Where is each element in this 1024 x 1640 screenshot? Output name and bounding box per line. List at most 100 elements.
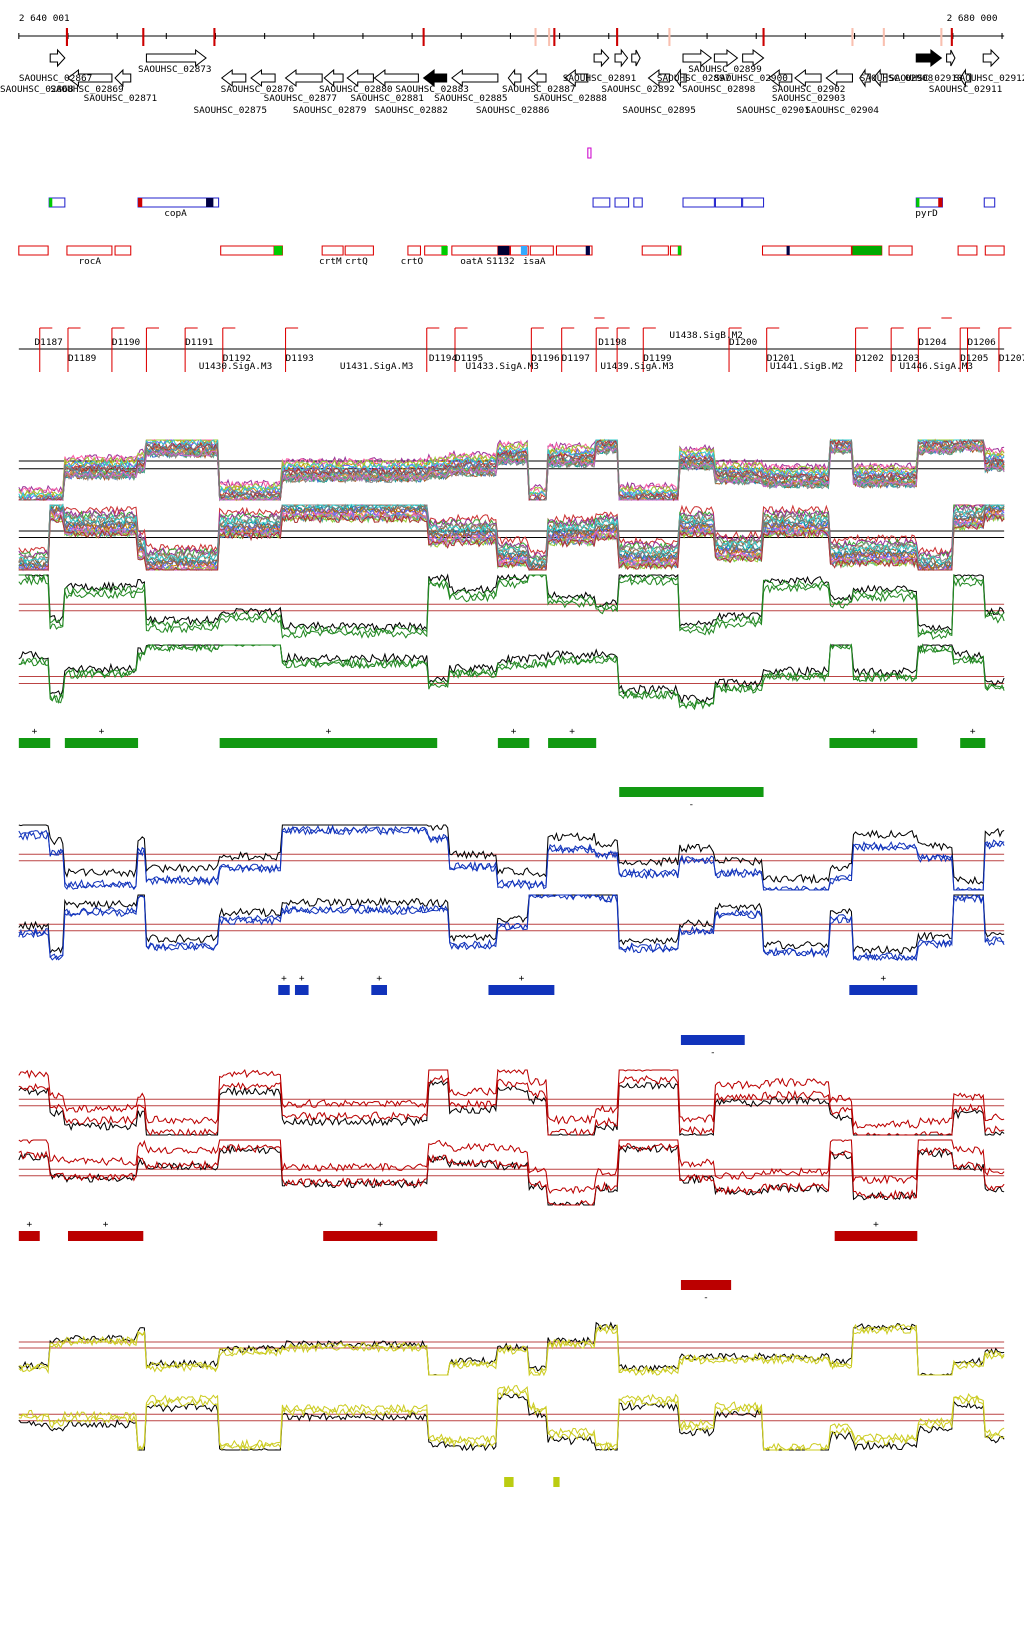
gene-arrow <box>767 68 793 88</box>
bar-plus <box>834 1231 918 1241</box>
promoter-label: U1438.SigB.M2 <box>669 330 743 341</box>
gene-arrow <box>220 68 247 88</box>
gene-label: SAOUHSC_02910 <box>889 73 963 84</box>
region-label: D1200 <box>729 337 757 348</box>
gene-arrow <box>507 68 522 88</box>
feature-label: crtQ <box>345 256 368 267</box>
promoter-label: U1446.SigA.M3 <box>900 361 974 372</box>
strand-sign: + <box>569 726 575 737</box>
signal-line <box>18 1325 1005 1377</box>
bar-plus <box>371 985 388 995</box>
feature-label: isaA <box>523 256 546 267</box>
feature-fill <box>274 246 283 255</box>
region-label: D1206 <box>968 337 996 348</box>
region-label: D1191 <box>185 337 213 348</box>
signal-line <box>18 1139 1005 1195</box>
strand-sign: + <box>511 726 517 737</box>
gene-label: SAOUHSC_02880 <box>319 84 393 95</box>
strand-sign: + <box>871 726 877 737</box>
gene-arrow <box>145 48 207 68</box>
feature-fill <box>520 246 528 255</box>
gene-arrow <box>647 68 670 88</box>
signal-line <box>18 504 1005 558</box>
bar-minus <box>680 1280 732 1290</box>
gene-label: SAOUHSC_02876 <box>221 84 295 95</box>
gene-arrow <box>794 68 822 88</box>
signal-line <box>18 503 1005 565</box>
signal-line <box>18 643 1005 711</box>
signal-line <box>18 503 1005 560</box>
feature-fill <box>441 246 448 255</box>
feature-box <box>957 245 978 256</box>
feature-box <box>66 245 113 256</box>
promoter-label: U1441.SigB.M2 <box>770 361 844 372</box>
feature-box <box>614 197 630 208</box>
gene-arrow <box>614 48 629 68</box>
ruler-end: 2 680 000 <box>947 13 998 24</box>
feature-box <box>220 245 276 256</box>
strand-sign: - <box>703 1292 709 1303</box>
gene-label: SAOUHSC_02891 <box>563 73 637 84</box>
promoter-label: U1430.SigA.M3 <box>199 361 273 372</box>
region-label: D1193 <box>286 353 314 364</box>
bar-plus <box>67 1231 144 1241</box>
signal-line <box>18 1387 1005 1452</box>
gene-label: SAOUHSC_02877 <box>264 93 338 104</box>
gene-arrow <box>915 48 943 68</box>
signal-line <box>18 442 1005 501</box>
gene-label: SAOUHSC_02888 <box>533 93 607 104</box>
feature-box <box>592 197 611 208</box>
region-label: D1199 <box>643 353 671 364</box>
gene-label: SAOUHSC_02886 <box>476 105 550 116</box>
bar-plus <box>548 738 597 748</box>
gene-arrow <box>959 68 972 88</box>
feature-label: S1132 <box>486 256 514 267</box>
gene-arrow <box>859 68 871 88</box>
gene-arrow <box>682 48 713 68</box>
gene-label: SAOUHSC_02868 <box>0 84 74 95</box>
bar-plus <box>829 738 918 748</box>
signal-line <box>18 512 1005 571</box>
strand-sign: + <box>377 1219 383 1230</box>
bar-plus <box>18 738 51 748</box>
gene-arrow <box>284 68 323 88</box>
signal-line <box>18 438 1005 501</box>
signal-line <box>18 504 1005 572</box>
region-label: D1189 <box>68 353 96 364</box>
feature-label: pyrD <box>915 208 938 219</box>
gene-arrow <box>825 68 853 88</box>
gene-arrow <box>527 68 547 88</box>
feature-box <box>18 245 49 256</box>
feature-box <box>633 197 643 208</box>
gene-label: SAOUHSC_02898 <box>682 84 756 95</box>
bar-plus <box>504 1477 514 1487</box>
strand-sign: + <box>32 726 38 737</box>
gene-arrow <box>451 68 499 88</box>
signal-line <box>18 510 1005 571</box>
strand-sign: + <box>26 1219 32 1230</box>
promoter-label: U1431.SigA.M3 <box>340 361 414 372</box>
gene-label: SAOUHSC_02867 <box>19 73 93 84</box>
gene-label: SAOUHSC_02879 <box>293 105 367 116</box>
region-label: D1190 <box>112 337 140 348</box>
strand-sign: + <box>326 726 332 737</box>
feature-fill <box>916 198 920 207</box>
gene-arrow <box>373 68 419 88</box>
bar-plus <box>497 738 530 748</box>
region-label: D1197 <box>562 353 590 364</box>
gene-arrow <box>67 68 113 88</box>
signal-line <box>18 503 1005 570</box>
gene-label: SAOUHSC_02883 <box>395 84 469 95</box>
gene-arrow <box>946 49 956 67</box>
feature-box <box>344 245 374 256</box>
gene-label: SAOUHSC_02904 <box>805 105 879 116</box>
region-label: D1195 <box>455 353 483 364</box>
feature-fill <box>206 198 214 207</box>
region-label: D1207 <box>999 353 1024 364</box>
strand-sign: + <box>970 726 976 737</box>
signal-line <box>18 893 1005 962</box>
gene-arrow <box>422 68 448 88</box>
signal-line <box>18 894 1005 955</box>
